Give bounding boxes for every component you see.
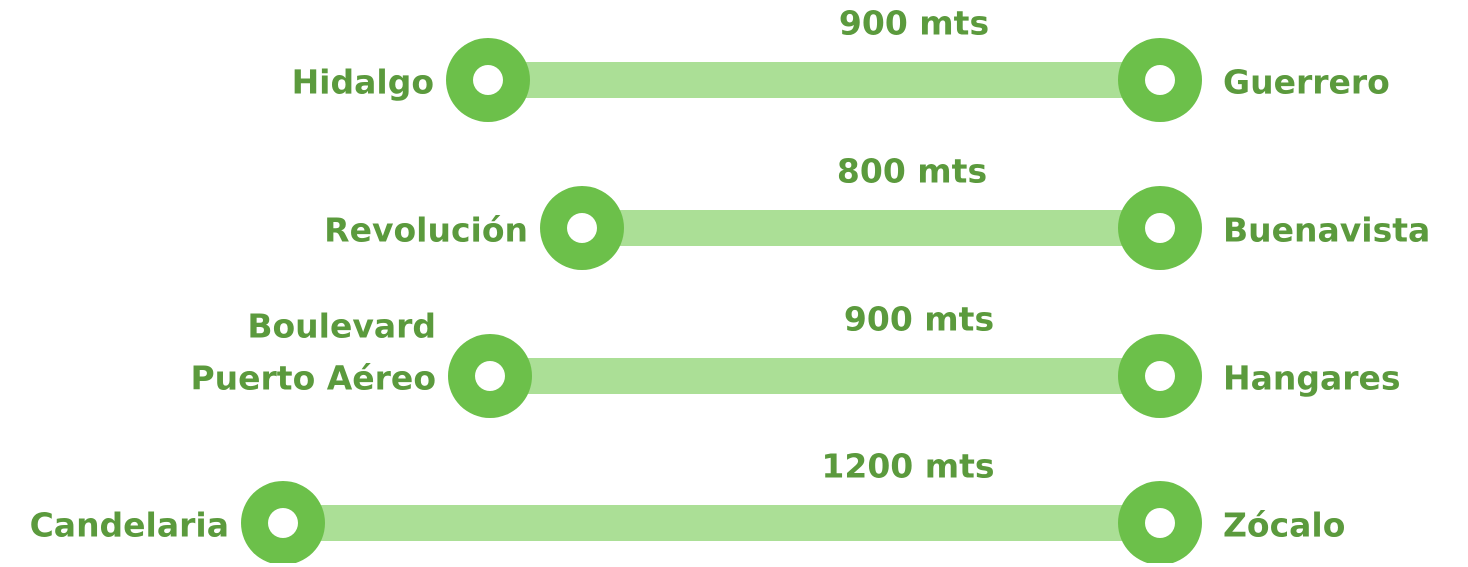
station-hole <box>473 65 503 95</box>
station-to: Guerrero <box>1223 63 1390 102</box>
station-hole <box>475 361 505 391</box>
route-bar <box>488 62 1160 98</box>
station-from: Hidalgo <box>292 63 434 102</box>
station-hole <box>567 213 597 243</box>
station-from: Boulevard <box>247 307 436 346</box>
distance-label: 1200 mts <box>821 447 994 486</box>
route-bar <box>582 210 1160 246</box>
station-hole <box>1145 361 1175 391</box>
station-to: Buenavista <box>1223 211 1430 250</box>
station-hole <box>1145 508 1175 538</box>
distance-label: 900 mts <box>844 300 994 339</box>
station-from: Candelaria <box>30 506 229 545</box>
route-bar <box>283 505 1160 541</box>
station-hole <box>1145 213 1175 243</box>
station-hole <box>1145 65 1175 95</box>
station-from: Puerto Aéreo <box>190 359 436 398</box>
station-hole <box>268 508 298 538</box>
route-bar <box>490 358 1160 394</box>
station-from: Revolución <box>324 211 528 250</box>
distance-label: 800 mts <box>837 152 987 191</box>
station-to: Zócalo <box>1223 506 1345 545</box>
distance-label: 900 mts <box>839 4 989 43</box>
station-to: Hangares <box>1223 359 1401 398</box>
